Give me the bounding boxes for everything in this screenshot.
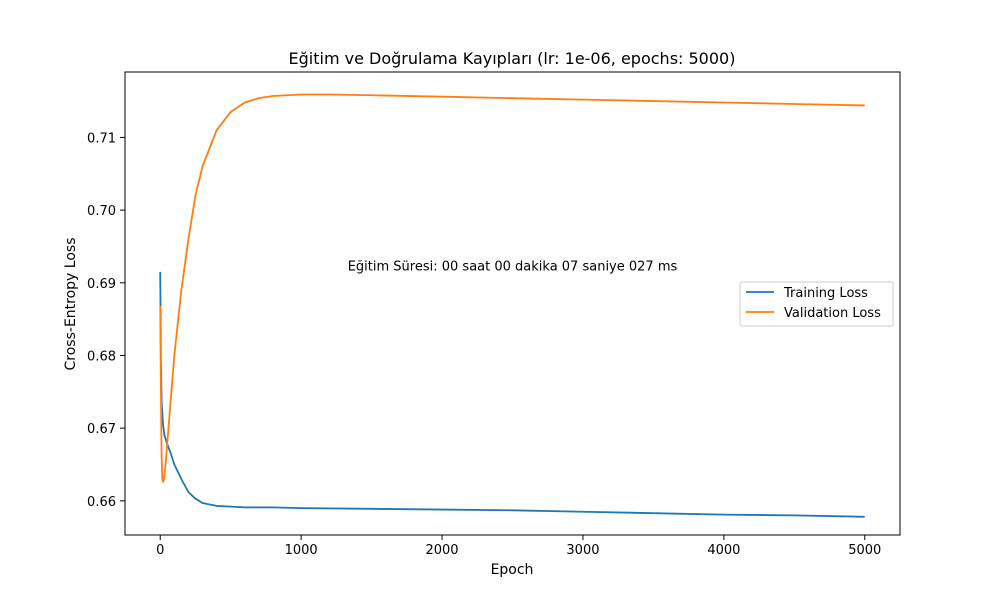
- x-tick-label: 5000: [848, 543, 881, 558]
- x-axis-ticks: 0 1000 2000 3000 4000 5000: [156, 535, 881, 558]
- legend-label-training-loss: Training Loss: [783, 286, 868, 301]
- chart-title: Eğitim ve Doğrulama Kayıpları (lr: 1e-06…: [289, 49, 736, 68]
- x-tick-label: 0: [156, 543, 164, 558]
- x-tick-label: 4000: [707, 543, 740, 558]
- y-tick-label: 0.69: [87, 277, 116, 292]
- series-line-validation-loss: [159, 93, 865, 483]
- y-axis-label: Cross-Entropy Loss: [63, 238, 79, 371]
- legend-label-validation-loss: Validation Loss: [784, 306, 881, 321]
- plot-frame: [124, 71, 901, 536]
- y-tick-label: 0.66: [87, 495, 116, 510]
- x-tick-label: 2000: [425, 543, 458, 558]
- training-time-annotation: Eğitim Süresi: 00 saat 00 dakika 07 sani…: [348, 259, 678, 274]
- x-tick-label: 1000: [285, 543, 318, 558]
- legend: Training Loss Validation Loss: [739, 281, 894, 327]
- y-tick-label: 0.70: [87, 204, 116, 219]
- y-tick-label: 0.71: [87, 131, 116, 146]
- y-axis-ticks: 0.66 0.67 0.68 0.69 0.70 0.71: [87, 131, 125, 510]
- x-axis-label: Epoch: [491, 562, 534, 578]
- series-line-training-loss: [159, 271, 865, 518]
- y-tick-label: 0.67: [87, 422, 116, 437]
- x-tick-label: 3000: [566, 543, 599, 558]
- y-tick-label: 0.68: [87, 349, 116, 364]
- legend-box: [739, 281, 894, 327]
- plot-area: [159, 93, 865, 518]
